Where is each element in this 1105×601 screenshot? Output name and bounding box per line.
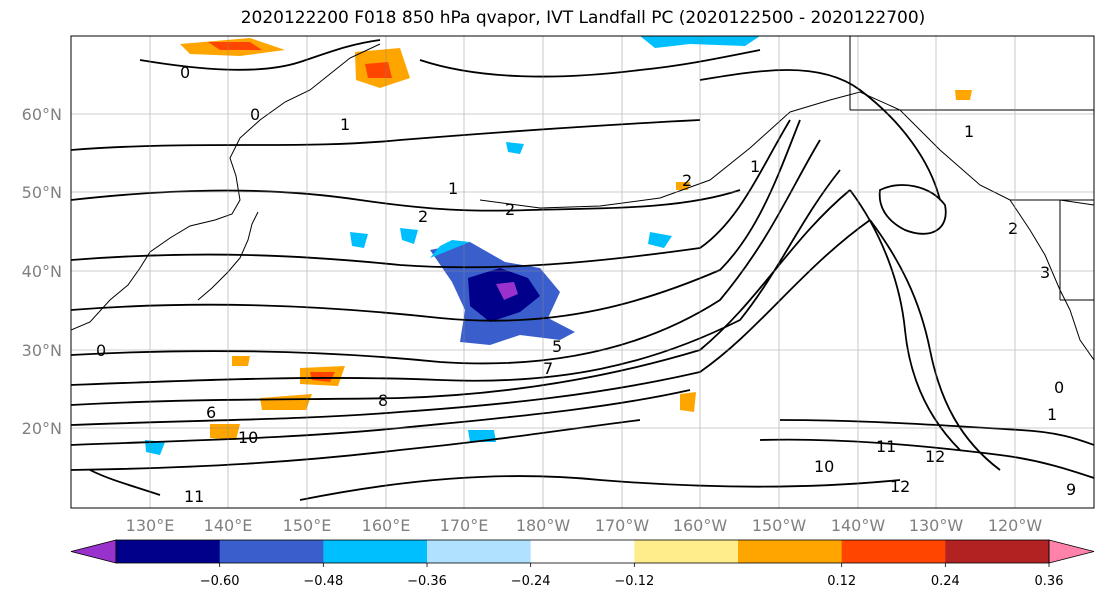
latitude-labels: 60°N 50°N 40°N 30°N 20°N — [22, 105, 62, 438]
positive-anomaly-5 — [260, 394, 312, 410]
contour-label: 12 — [925, 447, 945, 466]
longitude-label: 180°W — [516, 516, 571, 535]
contour-label: 0 — [180, 63, 190, 82]
contour-label: 0 — [96, 341, 106, 360]
colorbar-segment — [116, 540, 221, 563]
contour-label: 12 — [890, 477, 910, 496]
contour-label: 3 — [1040, 263, 1050, 282]
asia-coast — [71, 43, 381, 331]
contour-label: 9 — [1066, 480, 1076, 499]
contour-label: 1 — [964, 122, 974, 141]
colorbar-segment — [530, 540, 635, 563]
positive-anomaly-4 — [232, 356, 250, 366]
colorbar-tick-label: −0.12 — [614, 574, 654, 589]
colorbar-segment — [634, 540, 739, 563]
colorbar-tick-label: −0.48 — [303, 574, 343, 589]
positive-anomaly-2-core — [208, 42, 262, 50]
negative-anomaly-small-6 — [506, 142, 524, 154]
colorbar-extend-low — [70, 539, 117, 564]
longitude-label: 140°W — [831, 516, 886, 535]
longitude-label: 130°E — [126, 516, 175, 535]
coastlines — [71, 36, 1094, 361]
contour-label: 1 — [448, 179, 458, 198]
latitude-label: 30°N — [22, 341, 62, 360]
map-panel: 0 0 1 1 2 2 2 1 0 5 7 8 6 10 11 10 12 11… — [71, 36, 1094, 508]
longitude-label: 160°W — [673, 516, 728, 535]
colorbar-tick-label: 0.36 — [1035, 574, 1064, 589]
gridlines — [71, 36, 1094, 508]
positive-anomaly-7 — [210, 424, 240, 440]
colorbar-segment — [738, 540, 843, 563]
contour-label: 0 — [1054, 378, 1064, 397]
colorbar-extend-high — [1048, 539, 1095, 564]
contour-label: 6 — [206, 403, 216, 422]
longitude-labels: 130°E 140°E 150°E 160°E 170°E 180°W 170°W 160°W… — [126, 516, 1043, 535]
latitude-label: 50°N — [22, 183, 62, 202]
colorbar-tick-label: 0.24 — [931, 574, 960, 589]
positive-anomaly-9 — [955, 90, 972, 100]
contour-label: 1 — [750, 157, 760, 176]
colorbar-segment — [945, 540, 1050, 563]
alaska-border — [849, 36, 1094, 111]
negative-anomaly-peak — [496, 282, 518, 300]
contour-label: 5 — [552, 337, 562, 356]
negative-anomaly-small-3 — [648, 232, 672, 248]
longitude-label: 160°E — [362, 516, 411, 535]
japan-coast — [197, 211, 259, 301]
contour-label: 7 — [543, 359, 553, 378]
longitude-label: 140°E — [204, 516, 253, 535]
aleutian-chain — [479, 111, 791, 209]
contour-label: 8 — [378, 391, 388, 410]
contour-label: 2 — [418, 207, 428, 226]
map-frame — [70, 35, 1095, 509]
negative-anomaly-edge — [430, 240, 470, 258]
map-title: 2020122200 F018 850 hPa qvapor, IVT Land… — [240, 8, 926, 28]
contour-label: 1 — [1047, 405, 1057, 424]
colorbar-tick-label: −0.24 — [511, 574, 551, 589]
contour-label: 2 — [1008, 219, 1018, 238]
positive-anomaly-3-core — [310, 372, 335, 382]
colorbar-tick-label: −0.36 — [407, 574, 447, 589]
longitude-label: 170°W — [595, 516, 650, 535]
latitude-label: 20°N — [22, 419, 62, 438]
colorbar-segment — [219, 540, 324, 563]
positive-anomaly-1-core — [365, 62, 392, 78]
contour-label: 10 — [238, 428, 258, 447]
negative-anomaly-small-1 — [350, 232, 368, 248]
colorbar-tick-label: 0.12 — [827, 574, 856, 589]
contour-label-group: 0 0 1 1 2 2 2 1 0 5 7 8 6 10 11 10 12 11… — [96, 63, 1076, 506]
colorbar: −0.60−0.48−0.36−0.24−0.120.120.240.360.4… — [70, 539, 1095, 589]
colorbar-segment — [841, 540, 946, 563]
canada-border — [1010, 199, 1094, 301]
colorbar-frame — [115, 539, 1050, 564]
negative-anomaly-small-2 — [400, 228, 418, 244]
longitude-label: 150°E — [283, 516, 332, 535]
contour-label: 10 — [814, 457, 834, 476]
latitude-label: 40°N — [22, 262, 62, 281]
colorbar-segment — [427, 540, 532, 563]
contour-label: 11 — [184, 487, 204, 506]
positive-anomaly-6 — [680, 392, 696, 412]
longitude-label: 130°W — [909, 516, 964, 535]
contour-label: 11 — [876, 437, 896, 456]
longitude-label: 170°E — [440, 516, 489, 535]
contour-label: 2 — [505, 200, 515, 219]
contour-label: 1 — [340, 115, 350, 134]
colorbar-tick-label: −0.60 — [200, 574, 240, 589]
latitude-label: 60°N — [22, 105, 62, 124]
longitude-label: 120°W — [988, 516, 1043, 535]
longitude-label: 150°W — [752, 516, 807, 535]
colorbar-segment — [323, 540, 428, 563]
contour-label: 0 — [250, 105, 260, 124]
contour-label: 2 — [682, 171, 692, 190]
